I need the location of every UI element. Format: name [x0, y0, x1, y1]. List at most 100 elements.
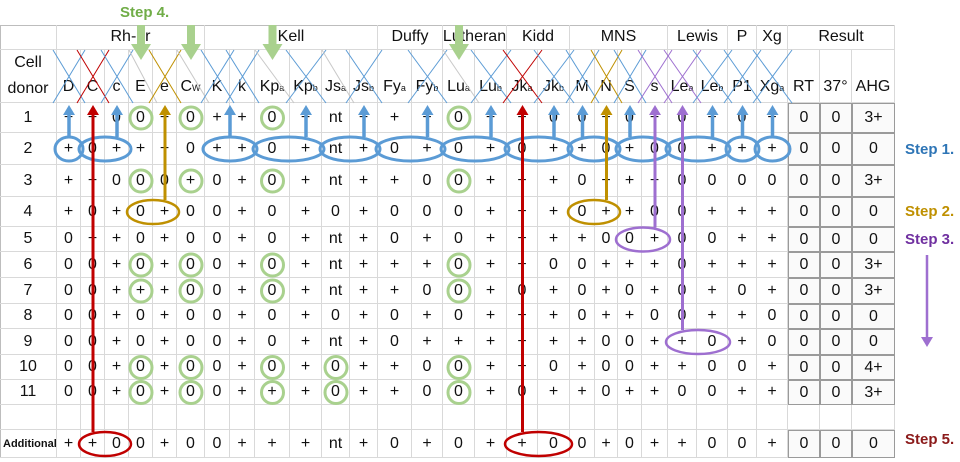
antigen-cell: + [668, 355, 697, 380]
antigen-cell: + [595, 278, 618, 304]
antigen-cell: 0 [443, 133, 475, 165]
antigen-header: k [230, 50, 255, 103]
antigen-cell: 0 [177, 278, 205, 304]
antigen-cell: + [290, 355, 322, 380]
antigen-cell: + [697, 278, 728, 304]
antigen-cell: 0 [57, 355, 81, 380]
antigen-superscript: a [340, 83, 346, 93]
antigen-cell: 0 [668, 103, 697, 133]
antigen-cell: + [57, 103, 81, 133]
antigen-cell: + [570, 227, 595, 252]
antigen-cell: + [153, 133, 177, 165]
antigen-cell [322, 405, 350, 430]
antigen-cell: 0 [595, 355, 618, 380]
antigen-cell: + [475, 165, 507, 197]
antigen-name: Xg [759, 78, 780, 95]
antigen-cell: + [642, 355, 668, 380]
antigen-cell: + [290, 304, 322, 329]
antigen-cell: + [642, 165, 668, 197]
antigen-cell: 0 [697, 227, 728, 252]
antigen-cell: 0 [105, 103, 129, 133]
antigen-cell [129, 405, 153, 430]
result-cell: 3+ [852, 252, 895, 278]
antigen-cell: 0 [255, 329, 290, 355]
antigen-cell: + [697, 103, 728, 133]
antigen-cell: 0 [728, 103, 757, 133]
antigen-cell: 0 [177, 197, 205, 227]
antigen-header: Fy b [412, 50, 443, 103]
donor-header-line: donor [7, 80, 49, 97]
antigen-name: E [135, 78, 146, 95]
antigen-cell: + [475, 430, 507, 458]
antigen-cell: 0 [205, 252, 230, 278]
antigen-cell: + [475, 355, 507, 380]
antigen-cell: + [642, 252, 668, 278]
antigen-cell: 0 [668, 380, 697, 405]
antigen-header: C [81, 50, 105, 103]
antigen-cell: 0 [105, 165, 129, 197]
antigen-cell: 0 [255, 304, 290, 329]
antigen-cell: 0 [205, 197, 230, 227]
antigen-cell: + [350, 103, 378, 133]
antigen-cell: + [757, 197, 788, 227]
antigen-cell: + [230, 227, 255, 252]
result-cell: 3+ [852, 278, 895, 304]
antigen-cell: + [642, 227, 668, 252]
antigen-cell: 0 [205, 380, 230, 405]
antigen-cell: 0 [205, 355, 230, 380]
antigen-cell: 0 [129, 430, 153, 458]
antigen-cell [350, 405, 378, 430]
antigen-cell: 0 [668, 304, 697, 329]
antigen-cell: + [205, 103, 230, 133]
antigen-cell: 0 [177, 304, 205, 329]
antigen-cell: + [290, 197, 322, 227]
antigen-cell: 0 [412, 165, 443, 197]
antigen-cell: + [507, 355, 538, 380]
antigen-cell: + [538, 304, 570, 329]
antigen-cell: + [642, 278, 668, 304]
antigen-cell: 0 [618, 355, 642, 380]
antigen-name: S [624, 78, 635, 95]
antigen-cell: nt [322, 278, 350, 304]
antigen-cell: + [475, 304, 507, 329]
antigen-header: Jk b [538, 50, 570, 103]
antigen-cell: 0 [129, 227, 153, 252]
antigen-cell: + [230, 430, 255, 458]
donor-number: 11 [0, 380, 57, 405]
antigen-cell: 0 [205, 227, 230, 252]
antigen-cell: + [507, 430, 538, 458]
antigen-cell: 0 [443, 165, 475, 197]
antigen-cell: + [570, 133, 595, 165]
antigen-cell: 0 [668, 278, 697, 304]
antigen-cell: + [230, 133, 255, 165]
antigen-cell: + [255, 430, 290, 458]
antigen-name: P1 [732, 78, 752, 95]
antigen-cell: 0 [81, 380, 105, 405]
antigen-cell: + [412, 329, 443, 355]
antigen-cell: + [129, 278, 153, 304]
antigen-cell: 0 [205, 165, 230, 197]
result-cell: 3+ [852, 165, 895, 197]
antigen-cell: + [350, 165, 378, 197]
antigen-cell: 0 [177, 430, 205, 458]
antigen-cell [230, 405, 255, 430]
antigen-header: Js a [322, 50, 350, 103]
antigen-cell: + [697, 133, 728, 165]
antigen-cell [205, 405, 230, 430]
antigen-cell: + [57, 133, 81, 165]
antigen-cell: 0 [538, 103, 570, 133]
antigen-cell: 0 [728, 278, 757, 304]
antigen-cell [642, 405, 668, 430]
antigen-cell: + [618, 133, 642, 165]
antigen-cell: + [290, 278, 322, 304]
donor-column-header: Cell donor [0, 50, 57, 103]
donor-number: 1 [0, 103, 57, 133]
antigen-name: Lu [479, 78, 497, 95]
antigen-header: Kp b [290, 50, 322, 103]
result-cell: 0 [820, 227, 852, 252]
antigen-cell: + [230, 278, 255, 304]
donor-number: 6 [0, 252, 57, 278]
result-cell: 3+ [852, 380, 895, 405]
antigen-cell: + [105, 304, 129, 329]
antigen-cell: + [642, 329, 668, 355]
